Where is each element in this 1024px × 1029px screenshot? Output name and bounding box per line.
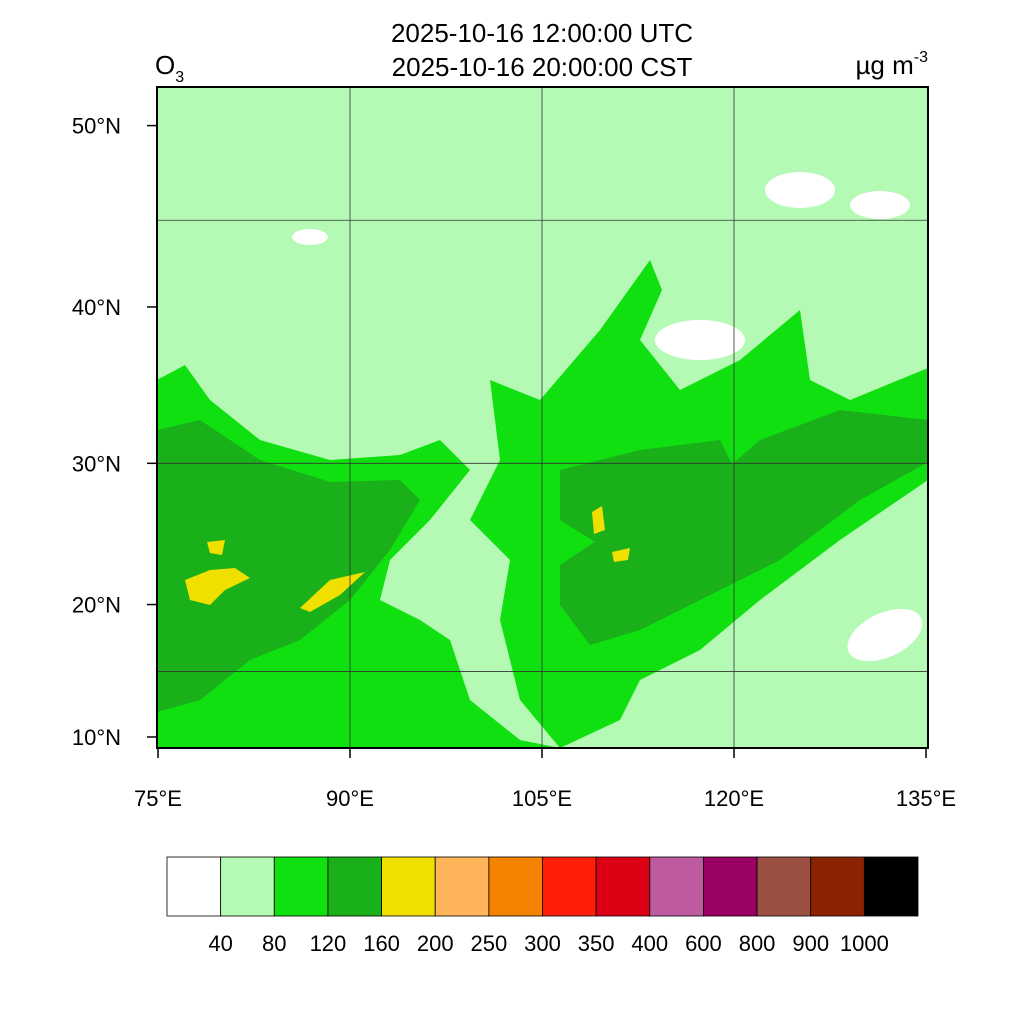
colorbar-label: 40	[208, 931, 232, 956]
colorbar-label: 900	[792, 931, 829, 956]
lon-tick-label: 75°E	[134, 786, 182, 811]
colorbar-box	[381, 856, 436, 917]
colorbar-box	[166, 856, 222, 917]
lat-tick-label: 40°N	[72, 295, 121, 320]
units-base: µg m	[855, 50, 913, 80]
colorbar-box	[595, 856, 651, 917]
colorbar-box	[756, 856, 812, 917]
field-region	[847, 608, 923, 662]
field-region	[560, 410, 928, 645]
colorbar-box	[327, 856, 382, 917]
lat-tick-label: 10°N	[72, 725, 121, 750]
colorbar-label: 160	[363, 931, 400, 956]
lon-tick-label: 105°E	[512, 786, 572, 811]
colorbar-box	[488, 856, 543, 917]
colorbar: 40 80 120 160 200 250 300 350 400 600 800 900 1000	[166, 856, 919, 956]
colorbar-box	[434, 856, 490, 917]
variable-label: O3	[155, 50, 184, 86]
colorbar-label: 250	[470, 931, 507, 956]
title-line: 2025-10-16 20:00:00 CST	[392, 52, 693, 82]
colorbar-label: 300	[524, 931, 561, 956]
colorbar-box	[863, 856, 919, 917]
title-line: 2025-10-16 12:00:00 UTC	[391, 18, 693, 48]
colorbar-box	[220, 856, 275, 917]
units-sup: -3	[914, 49, 928, 66]
units-label: µg m-3	[855, 49, 928, 80]
ozone-field	[157, 87, 928, 748]
colorbar-label: 400	[631, 931, 668, 956]
colorbar-box	[703, 856, 758, 917]
lat-tick-label: 30°N	[72, 451, 121, 476]
field-region	[765, 172, 835, 208]
colorbar-label: 350	[578, 931, 615, 956]
colorbar-label: 120	[310, 931, 347, 956]
lon-tick-label: 135°E	[896, 786, 956, 811]
field-region	[300, 572, 365, 612]
colorbar-label: 200	[417, 931, 454, 956]
variable-sub: 3	[175, 69, 184, 86]
graticule	[157, 87, 928, 748]
field-region	[560, 440, 740, 545]
lon-tick-label: 120°E	[704, 786, 764, 811]
lon-tick-label: 90°E	[326, 786, 374, 811]
colorbar-box	[649, 856, 704, 917]
colorbar-box	[542, 856, 597, 917]
field-region	[655, 320, 745, 360]
lat-tick-label: 20°N	[72, 593, 121, 618]
colorbar-label: 1000	[840, 931, 889, 956]
colorbar-box	[273, 856, 329, 917]
field-region	[157, 420, 420, 712]
colorbar-label: 600	[685, 931, 722, 956]
variable-base: O	[155, 50, 175, 80]
lat-tick-label: 50°N	[72, 114, 121, 139]
colorbar-label: 80	[262, 931, 286, 956]
colorbar-label: 800	[739, 931, 776, 956]
field-region	[292, 229, 328, 245]
axes: 50°N 40°N 30°N 20°N 10°N 75°E 90°E 105°E 120°E 13…	[72, 114, 956, 811]
field-region	[850, 191, 910, 219]
field-region	[185, 568, 250, 605]
colorbar-box	[810, 856, 865, 917]
